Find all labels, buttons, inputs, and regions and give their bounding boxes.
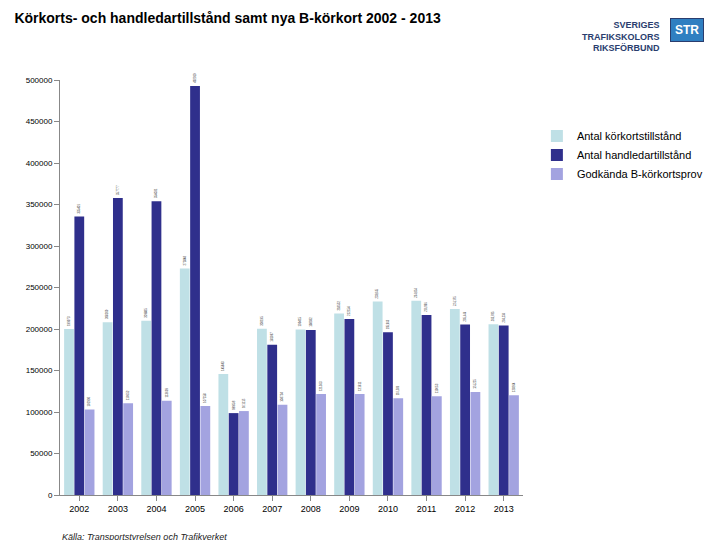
svg-text:209885: 209885 [144, 308, 148, 318]
svg-text:98658: 98658 [232, 401, 236, 411]
svg-text:2010: 2010 [378, 504, 398, 514]
svg-text:204,234: 204,234 [502, 312, 506, 322]
svg-text:Antal handledartillstånd: Antal handledartillstånd [577, 149, 691, 161]
svg-text:208269: 208269 [105, 309, 109, 319]
svg-text:113699: 113699 [165, 388, 169, 398]
svg-text:116,586: 116,586 [396, 385, 400, 395]
svg-text:2005: 2005 [185, 504, 205, 514]
svg-text:150000: 150000 [26, 366, 53, 375]
svg-text:145843: 145843 [221, 361, 225, 371]
svg-text:492919: 492919 [193, 73, 197, 83]
svg-text:121611: 121611 [358, 381, 362, 391]
svg-text:2003: 2003 [108, 504, 128, 514]
svg-text:224,175: 224,175 [453, 296, 457, 306]
svg-text:205,446: 205,446 [463, 311, 467, 321]
svg-text:50000: 50000 [30, 449, 53, 458]
svg-text:218552: 218552 [337, 301, 341, 311]
svg-text:335401: 335401 [77, 204, 81, 214]
svg-text:198932: 198932 [309, 317, 313, 327]
svg-text:216,996: 216,996 [424, 302, 428, 312]
svg-text:205,785: 205,785 [491, 311, 495, 321]
svg-text:200000: 200000 [26, 325, 53, 334]
svg-text:250000: 250000 [26, 283, 53, 292]
svg-text:Antal körkortstillstånd: Antal körkortstillstånd [577, 130, 682, 142]
svg-text:2006: 2006 [224, 504, 244, 514]
svg-text:450000: 450000 [26, 117, 53, 126]
svg-text:200195: 200195 [260, 316, 264, 326]
svg-text:212154: 212154 [347, 306, 351, 316]
svg-text:2009: 2009 [339, 504, 359, 514]
svg-text:199973: 199973 [67, 316, 71, 326]
svg-text:181067: 181067 [270, 332, 274, 342]
svg-text:100000: 100000 [26, 408, 53, 417]
svg-text:234,054: 234,054 [414, 288, 418, 298]
svg-text:2007: 2007 [262, 504, 282, 514]
svg-text:102996: 102996 [87, 397, 91, 407]
svg-text:108734: 108734 [280, 392, 284, 402]
svg-text:Körkorts- och handledartillstå: Körkorts- och handledartillstånd samt ny… [14, 10, 441, 26]
svg-text:233,045: 233,045 [375, 288, 379, 298]
svg-text:272848: 272848 [183, 256, 187, 266]
svg-text:2002: 2002 [69, 504, 89, 514]
svg-text:110652: 110652 [126, 390, 130, 400]
svg-text:354031: 354031 [154, 188, 158, 198]
svg-text:199415: 199415 [298, 317, 302, 327]
svg-text:2013: 2013 [494, 504, 514, 514]
svg-text:300000: 300000 [26, 242, 53, 251]
svg-text:2008: 2008 [301, 504, 321, 514]
svg-text:124,225: 124,225 [473, 379, 477, 389]
svg-text:SVERIGESTRAFIKSKOLORSRIKSFÖRBU: SVERIGESTRAFIKSKOLORSRIKSFÖRBUND [582, 20, 660, 53]
svg-text:120264: 120264 [512, 382, 516, 392]
svg-text:Godkända B-körkortsprov: Godkända B-körkortsprov [577, 168, 703, 180]
svg-text:195,963: 195,963 [386, 319, 390, 329]
svg-text:121563: 121563 [319, 381, 323, 391]
svg-text:0: 0 [48, 491, 53, 500]
svg-text:119053: 119053 [435, 383, 439, 393]
svg-text:357777: 357777 [116, 185, 120, 195]
svg-text:2011: 2011 [417, 504, 436, 514]
svg-text:2012: 2012 [455, 504, 475, 514]
svg-text:400000: 400000 [26, 159, 53, 168]
svg-text:500000: 500000 [26, 76, 53, 85]
svg-text:101115: 101115 [242, 398, 246, 408]
svg-text:350000: 350000 [26, 200, 53, 209]
svg-text:107258: 107258 [203, 393, 207, 403]
svg-text:Källa: Transportstyrelsen och: Källa: Transportstyrelsen och Trafikverk… [62, 532, 227, 540]
svg-text:2004: 2004 [146, 504, 166, 514]
svg-text:STR: STR [675, 23, 699, 37]
